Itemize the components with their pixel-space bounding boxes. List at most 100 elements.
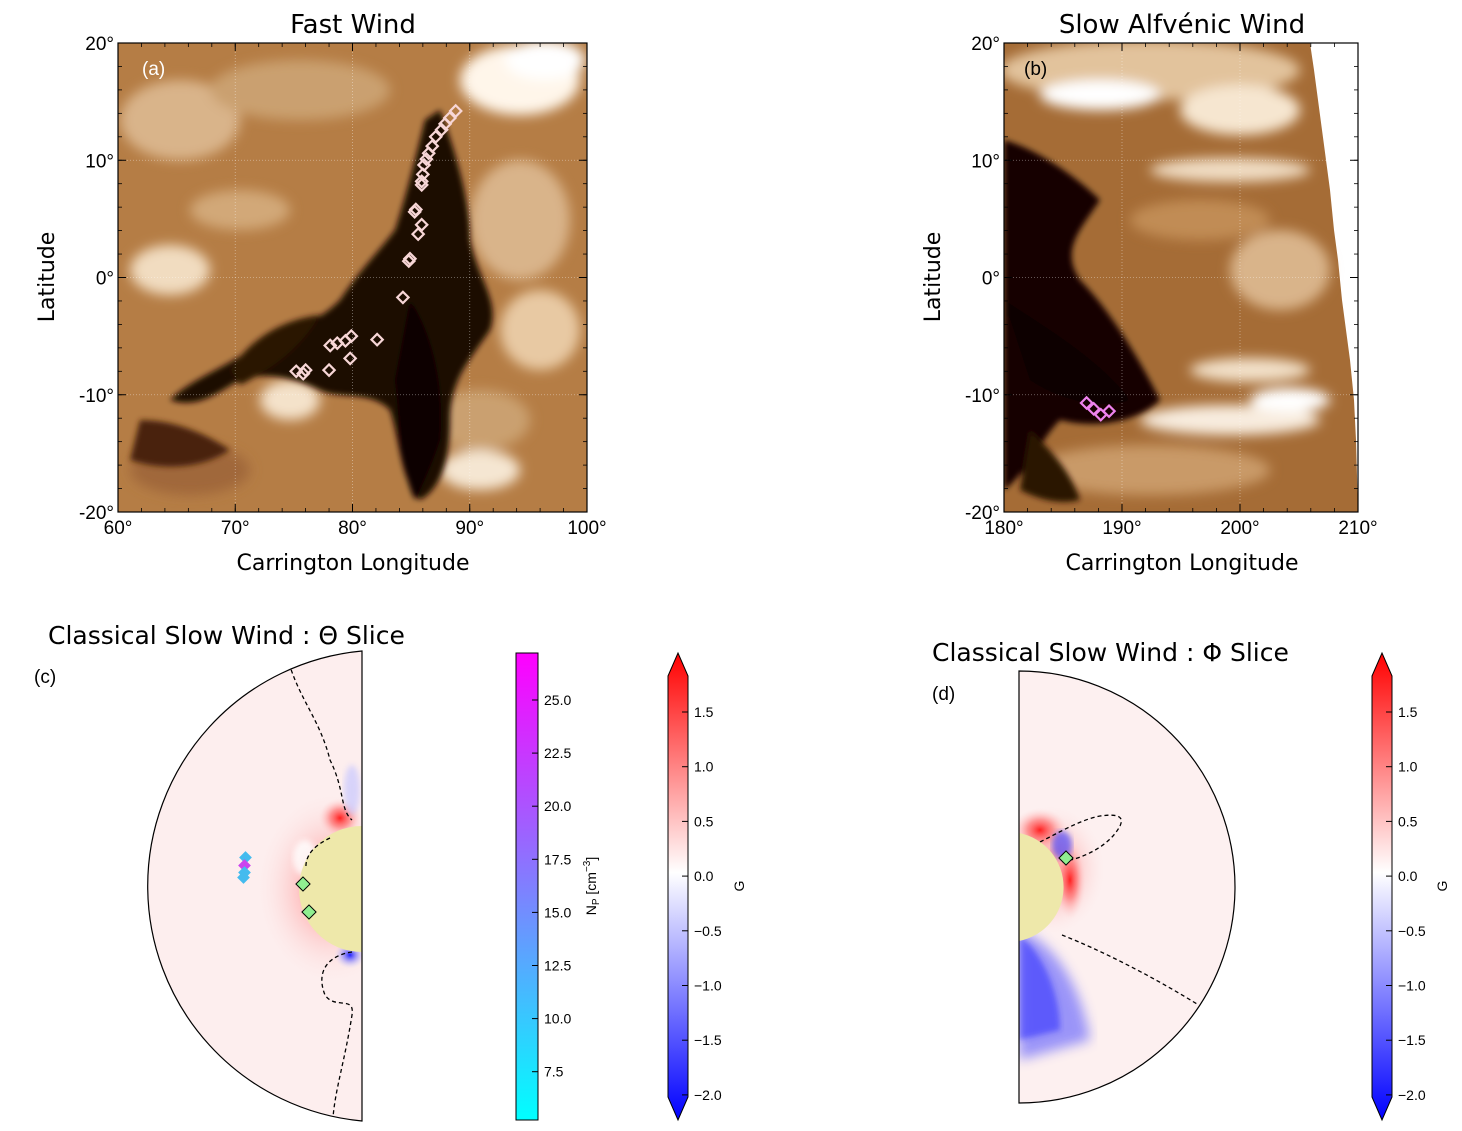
footpoint-marker xyxy=(410,226,426,242)
colorbar-tick-label: 12.5 xyxy=(544,958,571,974)
footpoint-marker xyxy=(1101,403,1117,419)
panel-d-letter: (d) xyxy=(932,684,955,705)
colorbar-tick-label: −1.0 xyxy=(1398,978,1426,994)
field-colorbar-c xyxy=(667,651,689,1122)
x-tick-label: 200° xyxy=(1220,518,1259,539)
panel-c-title: Classical Slow Wind : Θ Slice xyxy=(48,621,405,650)
panel-a-xlabel: Carrington Longitude xyxy=(236,551,469,576)
footpoint-marker xyxy=(395,290,411,305)
colorbar-tick-label: 20.0 xyxy=(544,798,571,814)
panel-a-title: Fast Wind xyxy=(290,10,416,40)
x-tick-label: 80° xyxy=(338,518,367,539)
field-colorbar-c-ticks: 1.5 1.0 0.5 0.0 −0.5 −1.0 −1.5 −2.0 xyxy=(682,704,722,1103)
panel-b-grid xyxy=(1004,43,1358,512)
x-tick-label: 60° xyxy=(104,518,133,539)
y-tick-label: -20° xyxy=(965,503,1000,524)
footpoint-marker xyxy=(369,332,385,347)
field-colorbar-d-label: G xyxy=(1434,881,1450,892)
panel-d-field-map xyxy=(1019,671,1235,1103)
footpoint-marker xyxy=(342,351,358,366)
footpoint-marker xyxy=(416,157,432,173)
panel-a-image xyxy=(118,43,587,512)
panel-b-ticks: 180° 190° 200° 210° 20° 10° 0° -10° -20° xyxy=(965,34,1378,539)
y-tick-label: -20° xyxy=(79,503,114,524)
panel-c-field-map xyxy=(147,651,362,1121)
footpoint-marker xyxy=(414,217,429,232)
panel-a: Fast Wind xyxy=(35,10,607,576)
panel-c-letter: (c) xyxy=(34,667,56,688)
y-tick-label: 0° xyxy=(982,269,1000,290)
y-tick-label: -10° xyxy=(965,386,1000,407)
density-colorbar-ticks: 25.0 22.5 20.0 17.5 15.0 12.5 10.0 7.5 xyxy=(532,692,571,1080)
colorbar-tick-label: −0.5 xyxy=(1398,923,1426,939)
colorbar-tick-label: 1.5 xyxy=(694,704,714,720)
x-tick-label: 90° xyxy=(455,518,484,539)
colorbar-tick-label: 0.0 xyxy=(694,868,714,884)
x-tick-label: 70° xyxy=(221,518,250,539)
density-colorbar-label: NP [cm−3] xyxy=(582,857,602,916)
colorbar-tick-label: 22.5 xyxy=(544,745,571,761)
footpoint-marker xyxy=(401,253,416,269)
panel-d-title: Classical Slow Wind : Φ Slice xyxy=(932,638,1289,667)
panel-a-ticks: 60° 70° 80° 90° 100° 20° 10° 0° -10° -20° xyxy=(79,34,607,539)
colorbar-tick-label: 15.0 xyxy=(544,904,571,920)
y-tick-label: 10° xyxy=(85,151,114,172)
footpoint-marker xyxy=(1086,401,1101,417)
colorbar-tick-label: 25.0 xyxy=(544,692,571,708)
colorbar-tick-label: −1.5 xyxy=(694,1032,722,1048)
panel-a-ylabel: Latitude xyxy=(35,232,60,323)
colorbar-tick-label: 1.0 xyxy=(694,759,714,775)
colorbar-tick-label: 1.0 xyxy=(1398,759,1418,775)
panel-c: Classical Slow Wind : Θ Slice (c) xyxy=(34,621,747,1122)
y-tick-label: 10° xyxy=(971,151,1000,172)
panel-b-xlabel: Carrington Longitude xyxy=(1065,551,1298,576)
colorbar-tick-label: 10.0 xyxy=(544,1011,571,1027)
footpoint-marker xyxy=(448,103,463,119)
footpoint-marker xyxy=(414,174,429,189)
colorbar-tick-label: 17.5 xyxy=(544,851,571,867)
y-tick-label: 20° xyxy=(971,34,1000,55)
panel-d: Classical Slow Wind : Φ Slice (d) 1.5 1.0… xyxy=(932,638,1450,1122)
colorbar-tick-label: −2.0 xyxy=(1398,1087,1426,1103)
footpoint-marker xyxy=(289,364,304,379)
panel-b: Slow Alfvénic Wind 180° 1 xyxy=(921,10,1378,576)
x-tick-label: 190° xyxy=(1102,518,1141,539)
panel-b-ylabel: Latitude xyxy=(921,232,946,323)
colorbar-tick-label: −1.5 xyxy=(1398,1032,1426,1048)
colorbar-tick-label: 0.0 xyxy=(1398,868,1418,884)
footpoint-marker xyxy=(419,151,434,167)
panel-b-markers xyxy=(1079,395,1117,422)
colorbar-tick-label: 7.5 xyxy=(544,1064,564,1080)
field-colorbar-d-ticks: 1.5 1.0 0.5 0.0 −0.5 −1.0 −1.5 −2.0 xyxy=(1386,704,1426,1103)
panel-c-frame xyxy=(147,650,363,1122)
colorbar-tick-label: −1.0 xyxy=(694,978,722,994)
x-tick-label: 180° xyxy=(984,518,1023,539)
y-tick-label: 20° xyxy=(85,34,114,55)
field-colorbar-c-label: G xyxy=(731,881,747,892)
panel-b-letter: (b) xyxy=(1024,59,1047,80)
x-tick-label: 210° xyxy=(1338,518,1377,539)
footpoint-marker xyxy=(407,204,422,220)
field-colorbar-d xyxy=(1371,651,1393,1122)
colorbar-tick-label: −0.5 xyxy=(694,923,722,939)
footpoint-marker xyxy=(437,116,453,132)
colorbar-tick-label: −2.0 xyxy=(694,1087,722,1103)
colorbar-tick-label: 1.5 xyxy=(1398,704,1418,720)
panel-b-title: Slow Alfvénic Wind xyxy=(1059,10,1305,40)
footpoint-marker xyxy=(428,129,443,145)
colorbar-tick-label: 0.5 xyxy=(1398,813,1418,829)
y-tick-label: 0° xyxy=(96,269,114,290)
panel-a-grid xyxy=(118,43,587,512)
x-tick-label: 100° xyxy=(567,518,606,539)
footpoint-marker xyxy=(323,338,338,353)
footpoint-marker xyxy=(321,362,337,378)
panel-d-footpoint-marker xyxy=(1058,850,1074,866)
colorbar-tick-label: 0.5 xyxy=(694,813,714,829)
density-colorbar xyxy=(515,652,539,1121)
panel-c-footpoint-markers xyxy=(295,876,317,920)
panel-b-image xyxy=(1004,43,1358,512)
y-tick-label: -10° xyxy=(79,386,114,407)
panel-d-frame xyxy=(1018,670,1236,1104)
footpoint-marker xyxy=(421,146,436,161)
